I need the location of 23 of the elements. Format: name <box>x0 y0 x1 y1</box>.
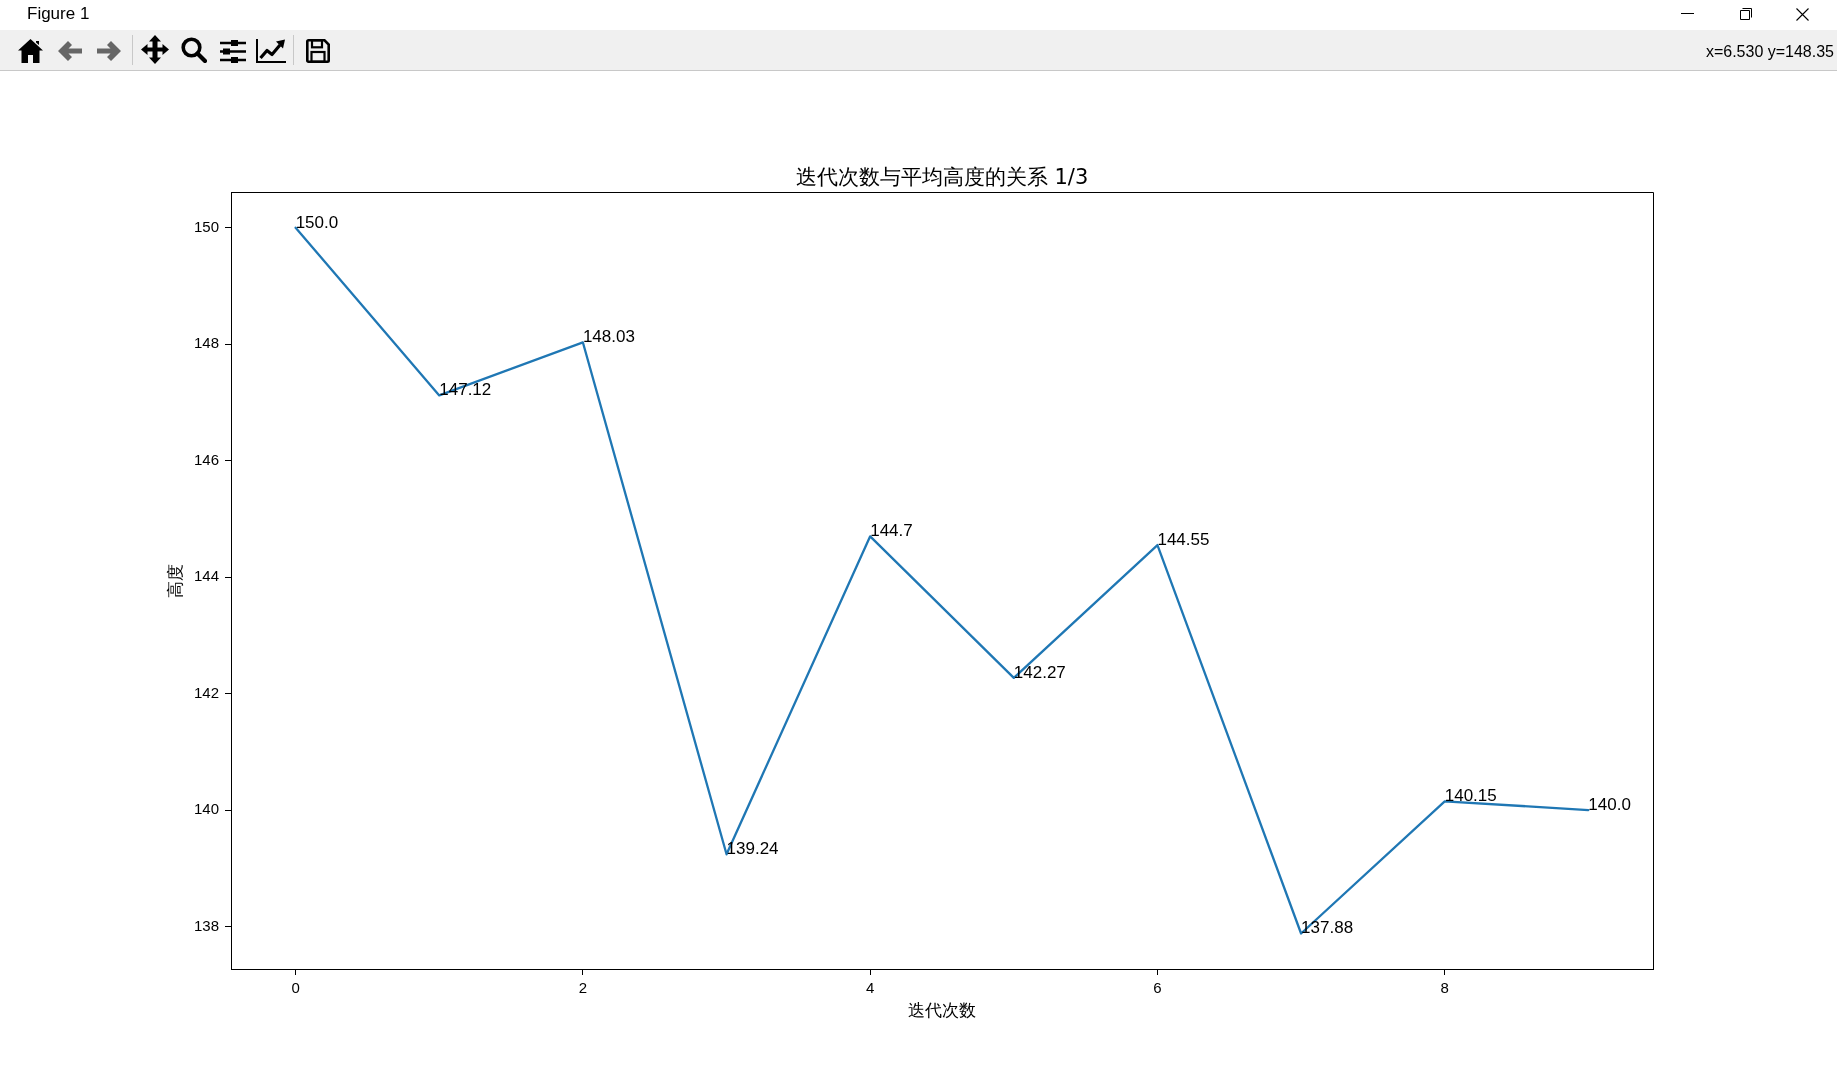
data-label: 140.15 <box>1444 786 1497 806</box>
y-tick-label: 148 <box>193 334 219 352</box>
text: x=6.530 y=148.35 <box>1705 42 1834 62</box>
caption: Figure 1 <box>27 4 90 24</box>
x-tick-label: 4 <box>866 979 875 997</box>
y-tick-label: 138 <box>193 916 219 934</box>
data-label: 144.7 <box>870 521 913 541</box>
x-tick-label: 6 <box>1153 979 1162 997</box>
x-tick-label: 2 <box>578 979 588 997</box>
data-label: 144.55 <box>1157 530 1210 550</box>
y-tick-label: 144 <box>193 567 219 585</box>
chart-title: 迭代次数与平均高度的关系 1/3 <box>795 165 1089 190</box>
y-tick-label: 142 <box>193 683 219 701</box>
y-tick-label: 150 <box>193 217 219 235</box>
x-tick-label: 8 <box>1440 979 1449 997</box>
data-label: 150.0 <box>295 212 339 232</box>
y-axis-title: 高度 <box>164 563 185 598</box>
data-label: 140.0 <box>1588 795 1631 815</box>
y-tick-label: 140 <box>193 800 219 818</box>
x-tick-label: 0 <box>291 979 300 997</box>
data-label: 148.03 <box>582 327 635 347</box>
x-axis-title: 迭代次数 <box>908 1000 976 1021</box>
y-tick-label: 146 <box>193 450 219 468</box>
